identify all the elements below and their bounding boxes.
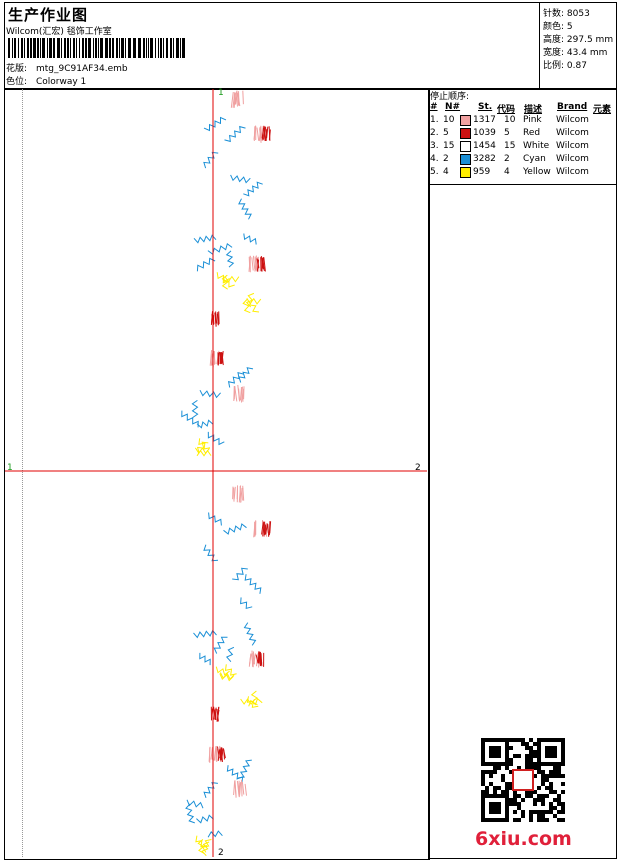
- design-scale: 比例: 0.87: [543, 61, 587, 71]
- watermark: 6xiu.com: [475, 828, 572, 850]
- cell-n: 15: [443, 141, 455, 151]
- table-row: 4. 2 3282 2 Cyan Wilcom: [430, 154, 614, 167]
- design-file: 花版: mtg_9C91AF34.emb: [6, 64, 128, 74]
- marker-bottom: 2: [218, 848, 224, 858]
- cell-desc: Cyan: [523, 154, 546, 164]
- color-swatch: [460, 128, 471, 139]
- barcode: [8, 38, 185, 58]
- marker-left: 1: [7, 463, 13, 473]
- cell-code: 5: [504, 128, 510, 138]
- col-code: 代码: [497, 105, 516, 115]
- col-brand: Brand: [557, 102, 588, 112]
- cell-desc: Pink: [523, 115, 542, 125]
- design-height: 高度: 297.5 mm: [543, 35, 614, 45]
- header-panel: [4, 2, 540, 90]
- cell-st: 1317: [473, 115, 496, 125]
- cell-idx: 5.: [430, 167, 439, 177]
- stats-panel: 针数: 8053 颜色: 5 高度: 297.5 mm 宽度: 43.4 mm …: [539, 2, 617, 90]
- cell-code: 4: [504, 167, 510, 177]
- cell-st: 3282: [473, 154, 496, 164]
- cell-st: 1454: [473, 141, 496, 151]
- color-swatch: [460, 115, 471, 126]
- cell-desc: Yellow: [523, 167, 551, 177]
- margin-guide: [22, 89, 23, 857]
- color-count: 颜色: 5: [543, 22, 573, 32]
- cell-st: 1039: [473, 128, 496, 138]
- cell-idx: 2.: [430, 128, 439, 138]
- qr-code: [481, 738, 565, 822]
- cell-brand: Wilcom: [556, 167, 589, 177]
- color-swatch: [460, 167, 471, 178]
- col-n: N#: [445, 102, 461, 112]
- cell-brand: Wilcom: [556, 128, 589, 138]
- cell-idx: 4.: [430, 154, 439, 164]
- cell-idx: 1.: [430, 115, 439, 125]
- table-row: 3. 15 1454 15 White Wilcom: [430, 141, 614, 154]
- col-st: St.: [478, 102, 493, 112]
- embroidery-canvas: [5, 89, 427, 857]
- cell-brand: Wilcom: [556, 115, 589, 125]
- cell-n: 2: [443, 154, 449, 164]
- cell-st: 959: [473, 167, 491, 177]
- col-idx: #: [430, 102, 438, 112]
- cell-desc: White: [523, 141, 550, 151]
- col-elem: 元素: [593, 105, 612, 115]
- stop-sequence-panel: [428, 88, 617, 185]
- cell-idx: 3.: [430, 141, 439, 151]
- cell-n: 5: [443, 128, 449, 138]
- marker-right: 2: [415, 463, 421, 473]
- cell-n: 10: [443, 115, 455, 125]
- cell-brand: Wilcom: [556, 154, 589, 164]
- stop-sequence-title: 停止顺序:: [430, 92, 470, 102]
- color-swatch: [460, 154, 471, 165]
- cell-code: 15: [504, 141, 516, 151]
- color-swatch: [460, 141, 471, 152]
- marker-top: 1: [218, 88, 224, 98]
- colorway: 色位: Colorway 1: [6, 77, 87, 87]
- table-row: 5. 4 959 4 Yellow Wilcom: [430, 167, 614, 180]
- stitch-count: 针数: 8053: [543, 9, 590, 19]
- qr-panel: [428, 183, 617, 859]
- cell-code: 10: [504, 115, 516, 125]
- cell-brand: Wilcom: [556, 141, 589, 151]
- page-title: 生产作业图: [8, 6, 89, 24]
- cell-code: 2: [504, 154, 510, 164]
- table-row: 1. 10 1317 10 Pink Wilcom: [430, 115, 614, 128]
- cell-desc: Red: [523, 128, 541, 138]
- cell-n: 4: [443, 167, 449, 177]
- table-row: 2. 5 1039 5 Red Wilcom: [430, 128, 614, 141]
- design-width: 宽度: 43.4 mm: [543, 48, 608, 58]
- col-desc: 描述: [524, 105, 543, 115]
- studio-subtitle: Wilcom(汇宏) 毯饰工作室: [6, 27, 112, 37]
